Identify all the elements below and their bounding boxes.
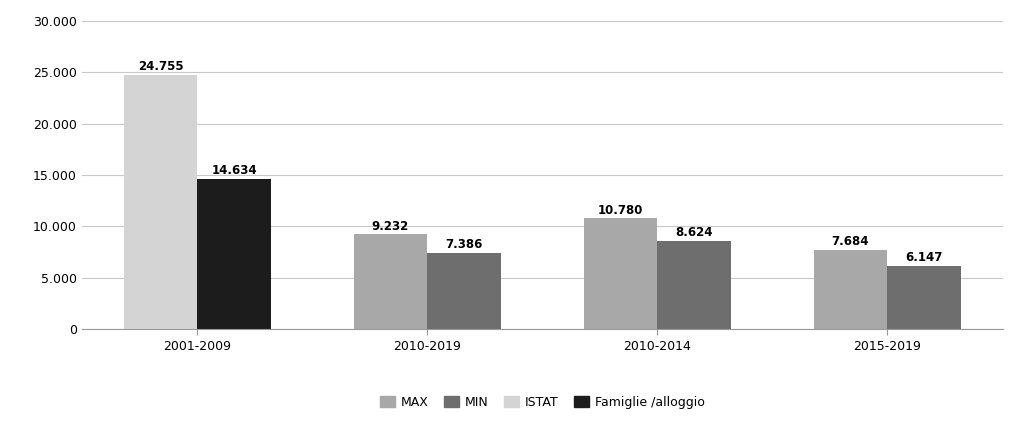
Bar	[583, 219, 657, 329]
Text: 14.634: 14.634	[212, 164, 257, 177]
Text: 6.147: 6.147	[905, 251, 942, 264]
Bar	[657, 241, 730, 329]
Text: 8.624: 8.624	[675, 226, 713, 239]
Legend: MAX, MIN, ISTAT, Famiglie /alloggio: MAX, MIN, ISTAT, Famiglie /alloggio	[374, 391, 710, 414]
Text: 7.386: 7.386	[445, 238, 483, 252]
Text: 10.780: 10.780	[597, 204, 643, 216]
Text: 7.684: 7.684	[832, 235, 870, 249]
Bar	[887, 266, 961, 329]
Bar	[124, 75, 197, 329]
Text: 9.232: 9.232	[371, 219, 409, 233]
Bar	[354, 234, 428, 329]
Bar	[428, 253, 501, 329]
Text: 24.755: 24.755	[138, 60, 183, 73]
Bar	[197, 179, 271, 329]
Bar	[813, 250, 887, 329]
